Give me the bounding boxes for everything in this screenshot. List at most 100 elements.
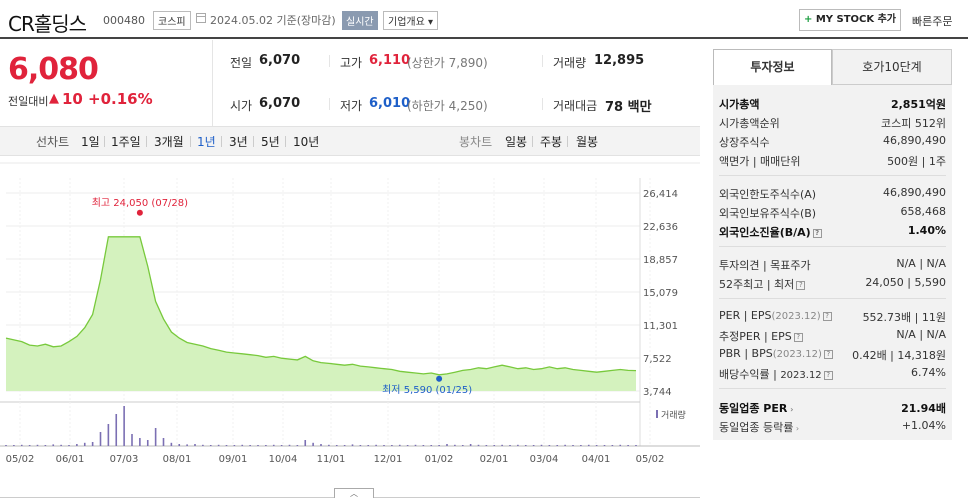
period-bar (0, 126, 700, 156)
volume-bar (76, 444, 78, 446)
period-5y[interactable]: 5년 (261, 135, 280, 149)
x-tick-label: 04/01 (582, 454, 611, 465)
period-10y[interactable]: 10년 (293, 135, 320, 149)
tab-investment-info[interactable]: 투자정보 (713, 49, 832, 85)
my-stock-add-button[interactable]: + MY STOCK 추가 (799, 9, 901, 31)
market-cap-rank-label: 시가총액순위 (719, 117, 780, 130)
help-icon[interactable]: ? (793, 333, 803, 342)
volume-bar (556, 445, 559, 446)
price-chart[interactable]: 26,414 22,636 18,857 15,079 11,301 7,522 3,744… (0, 158, 700, 478)
lower-limit: (하한가 4,250) (407, 99, 488, 113)
period-divider (532, 136, 533, 147)
volume-bar (131, 434, 133, 446)
collapse-chevron-up-icon[interactable]: ︿ (334, 488, 374, 498)
period-divider (190, 136, 191, 147)
x-tick-label: 01/02 (425, 454, 454, 465)
volume-bar (202, 444, 204, 446)
low-marker (436, 375, 443, 382)
volume-bar (367, 445, 370, 446)
help-icon[interactable]: ? (823, 371, 833, 380)
volume-bar (249, 445, 251, 446)
period-3y[interactable]: 3년 (229, 135, 248, 149)
period-divider (253, 136, 254, 147)
tab-order-book[interactable]: 호가10단계 (832, 49, 952, 85)
panel-divider (719, 388, 946, 389)
x-axis-ticks: 05/02 06/01 07/03 08/01 09/01 10/04 11/01 12/01… (6, 454, 665, 465)
volume-bar (36, 444, 39, 446)
volume-bar (265, 445, 267, 446)
help-icon[interactable]: ? (796, 281, 806, 290)
x-tick-label: 08/01 (163, 454, 192, 465)
face-value-value: 500원 | 1주 (887, 155, 946, 168)
upper-limit: (상한가 7,890) (407, 56, 488, 70)
volume-bar (280, 445, 283, 446)
market-cap-label: 시가총액 (719, 98, 760, 111)
volume-bar (422, 445, 425, 446)
y-tick-label: 7,522 (643, 354, 672, 365)
x-tick-label: 05/02 (6, 454, 35, 465)
trade-amount-label: 거래대금 (553, 99, 598, 113)
dividend-label: 배당수익률 | (719, 368, 781, 381)
pbr-year: (2023.12) (772, 349, 822, 360)
period-1w[interactable]: 1주일 (111, 135, 141, 149)
volume-bar (146, 440, 149, 446)
x-tick-label: 09/01 (219, 454, 248, 465)
realtime-badge[interactable]: 실시간 (342, 11, 378, 30)
candle-weekly[interactable]: 주봉 (540, 135, 563, 149)
quick-order-button[interactable]: 빠른주문 (912, 15, 953, 28)
opinion-label: 투자의견 | 목표주가 (719, 259, 811, 272)
per-value: 552.73배 | 11원 (862, 311, 946, 324)
quote-divider (329, 98, 330, 110)
price-area (6, 236, 636, 391)
volume-bar (524, 445, 527, 446)
volume-bar (320, 444, 322, 446)
est-per-label: 추정PER | EPS (719, 330, 792, 343)
help-icon[interactable]: ? (812, 229, 822, 238)
period-3m[interactable]: 3개월 (154, 135, 184, 149)
volume-bar (288, 444, 291, 446)
help-icon[interactable]: ? (822, 312, 832, 321)
week52-row: 52주최고 | 최저? (719, 276, 806, 292)
sector-change-label[interactable]: 동일업종 등락률 (719, 421, 794, 434)
help-icon[interactable]: ? (823, 350, 833, 359)
calendar-icon (196, 13, 206, 23)
prev-close-value: 6,070 (259, 53, 301, 68)
candle-monthly[interactable]: 월봉 (576, 135, 599, 149)
volume-bar (595, 445, 598, 446)
price-line (5, 236, 637, 376)
volume-bar (406, 445, 409, 446)
corp-overview-dropdown[interactable]: 기업개요 ▾ (383, 11, 438, 30)
period-1d[interactable]: 1일 (81, 135, 100, 149)
period-divider (104, 136, 105, 147)
volume-bar (296, 445, 299, 446)
volume-bar (178, 444, 181, 446)
volume-bar (257, 445, 259, 446)
investment-panel (713, 85, 952, 440)
y-axis-ticks: 26,414 22,636 18,857 15,079 11,301 7,522 3,744 (643, 189, 678, 398)
period-1y[interactable]: 1년 (197, 135, 216, 149)
volume-label: 거래량 (553, 56, 587, 70)
volume-bar (627, 445, 629, 446)
panel-divider (719, 246, 946, 247)
est-per-row: 추정PER | EPS? (719, 328, 803, 344)
volume-bar (611, 445, 614, 446)
volume-bar (209, 445, 212, 446)
volume-bar (107, 424, 110, 446)
panel-divider (719, 175, 946, 176)
period-divider (285, 136, 286, 147)
volume-bar (540, 444, 543, 446)
open-label: 시가 (230, 99, 253, 113)
period-divider (567, 136, 568, 147)
volume-bar (186, 444, 188, 446)
sector-per-label[interactable]: 동일업종 PER (719, 402, 788, 415)
candle-daily[interactable]: 일봉 (505, 135, 528, 149)
volume-bar (304, 440, 307, 446)
volume-bar (477, 444, 480, 446)
y-tick-label: 11,301 (643, 321, 678, 332)
x-tick-label: 03/04 (530, 454, 559, 465)
volume-bar (343, 445, 346, 446)
pbr-value: 0.42배 | 14,318원 (852, 349, 946, 362)
volume-bar (351, 444, 354, 446)
high-value: 6,110 (369, 53, 411, 68)
est-per-value: N/A | N/A (896, 328, 946, 341)
